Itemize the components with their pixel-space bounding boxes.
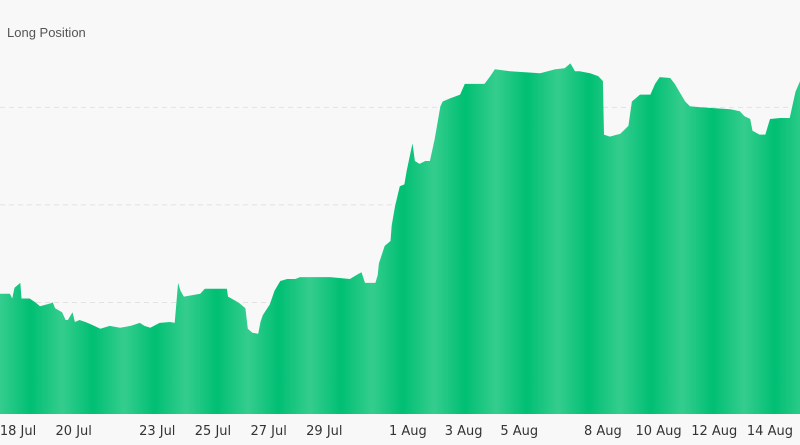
x-tick-label: 18 Jul <box>0 424 36 439</box>
x-tick-label: 14 Aug <box>747 424 793 439</box>
x-tick-label: 5 Aug <box>500 424 538 439</box>
x-tick-label: 12 Aug <box>691 424 737 439</box>
x-tick-label: 25 Jul <box>195 424 231 439</box>
x-tick-label: 27 Jul <box>250 424 286 439</box>
x-tick-label: 1 Aug <box>389 424 427 439</box>
x-tick-label: 8 Aug <box>584 424 622 439</box>
x-tick-label: 20 Jul <box>56 424 92 439</box>
x-tick-label: 10 Aug <box>636 424 682 439</box>
x-tick-label: 23 Jul <box>139 424 175 439</box>
legend-long-position[interactable]: Long Position <box>7 25 86 40</box>
x-tick-label: 29 Jul <box>306 424 342 439</box>
long-position-area <box>0 63 800 414</box>
x-tick-label: 3 Aug <box>445 424 483 439</box>
x-axis: 18 Jul 20 Jul 23 Jul 25 Jul 27 Jul 29 Jul 1 Au… <box>0 424 793 439</box>
